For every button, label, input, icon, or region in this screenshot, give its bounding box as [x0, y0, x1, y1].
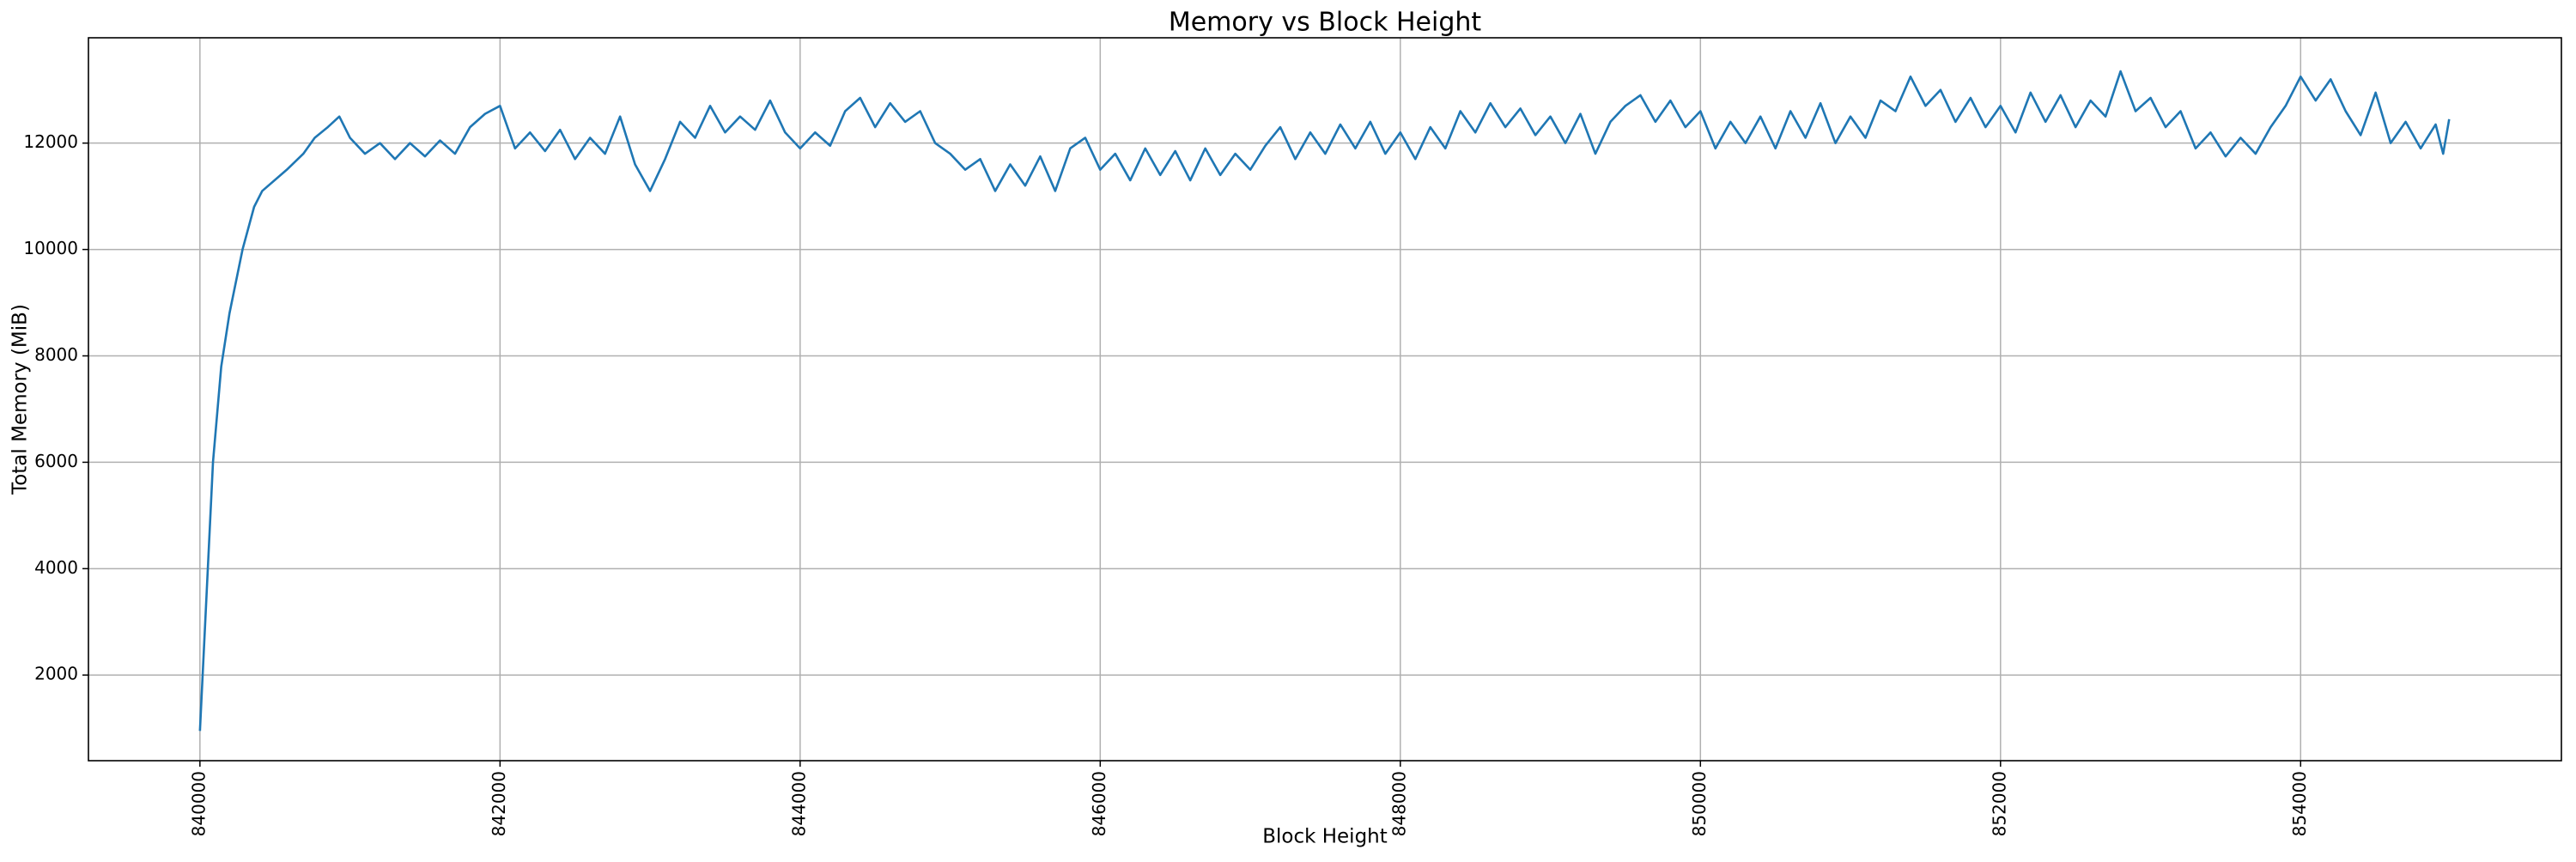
y-tick-label: 6000: [34, 451, 78, 471]
y-tick-label: 4000: [34, 557, 78, 578]
x-tick-label: 840000: [188, 771, 209, 836]
chart-title: Memory vs Block Height: [1169, 8, 1482, 38]
x-tick-label: 854000: [2289, 771, 2310, 836]
x-tick-label: 848000: [1388, 771, 1409, 836]
x-axis-label: Block Height: [1262, 826, 1388, 848]
x-tick-label: 852000: [1989, 771, 2009, 836]
y-tick-label: 8000: [34, 344, 78, 365]
y-axis-label: Total Memory (MiB): [9, 304, 32, 495]
x-tick-label: 846000: [1089, 771, 1109, 836]
x-tick-label: 850000: [1689, 771, 1710, 836]
plot-frame: [88, 37, 2562, 762]
y-tick-label: 10000: [23, 238, 78, 258]
y-tick-label: 2000: [34, 664, 78, 684]
x-tick-label: 844000: [788, 771, 809, 836]
x-tick-label: 842000: [489, 771, 509, 836]
y-tick-label: 12000: [23, 131, 78, 152]
data-line: [198, 70, 2451, 731]
